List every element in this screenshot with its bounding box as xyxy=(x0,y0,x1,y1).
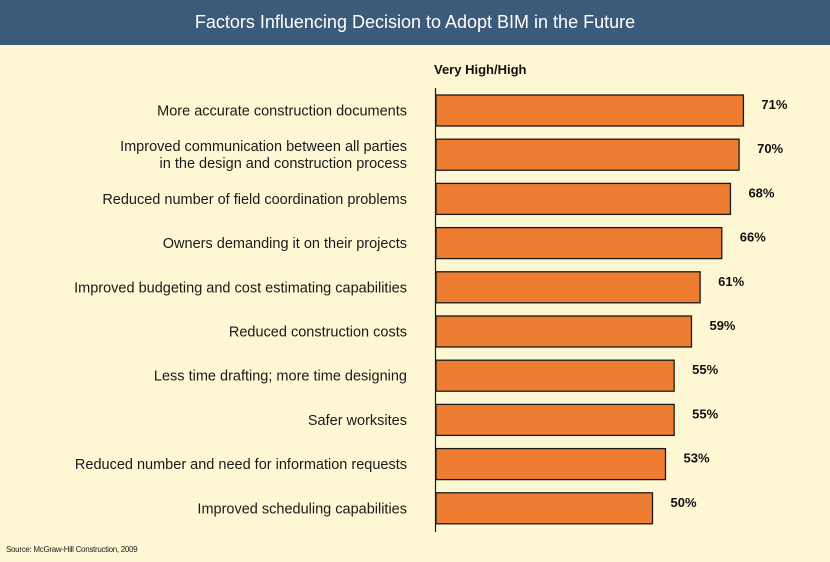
value-label: 50% xyxy=(671,495,697,510)
category-label: Reduced number and need for information … xyxy=(75,457,407,473)
category-label-line: More accurate construction documents xyxy=(157,104,407,120)
value-label: 55% xyxy=(692,362,718,377)
category-label-line: Owners demanding it on their projects xyxy=(163,236,407,252)
category-label: Reduced construction costs xyxy=(229,325,407,341)
bar xyxy=(435,492,654,525)
bar xyxy=(435,138,740,171)
value-label: 59% xyxy=(709,318,735,333)
category-label: More accurate construction documents xyxy=(157,104,407,120)
category-label-line: Reduced construction costs xyxy=(229,325,407,341)
bar xyxy=(435,359,675,392)
category-label-line: Improved communication between all parti… xyxy=(120,139,407,155)
chart-title: Factors Influencing Decision to Adopt BI… xyxy=(194,12,636,32)
series-label: Very High/High xyxy=(434,62,527,77)
category-label-line: Reduced number and need for information … xyxy=(75,457,407,473)
category-label: Improved scheduling capabilities xyxy=(197,501,407,517)
category-label: Reduced number of field coordination pro… xyxy=(102,192,407,208)
category-label-line: Less time drafting; more time designing xyxy=(154,369,407,385)
bar xyxy=(435,226,723,260)
value-label: 53% xyxy=(683,451,709,466)
category-label-line: Improved budgeting and cost estimating c… xyxy=(74,280,407,296)
category-label-line: Improved scheduling capabilities xyxy=(197,501,407,517)
value-label: 55% xyxy=(692,406,718,421)
category-label: Safer worksites xyxy=(308,413,407,429)
category-label-line: in the design and construction process xyxy=(160,156,407,172)
source-note: Source: McGraw-Hill Construction, 2009 xyxy=(6,545,138,554)
value-label: 70% xyxy=(757,141,783,156)
value-label: 71% xyxy=(761,97,787,112)
bar xyxy=(435,271,701,304)
category-label-line: Safer worksites xyxy=(308,413,407,429)
value-label: 66% xyxy=(740,230,766,245)
value-label: 68% xyxy=(748,185,774,200)
chart-marks: 71% More accurate construction documents 7… xyxy=(74,94,788,525)
bar xyxy=(435,182,732,216)
category-label: Less time drafting; more time designing xyxy=(154,369,407,385)
title-bar xyxy=(0,0,830,45)
category-label: Improved communication between all parti… xyxy=(120,139,407,172)
value-label: 61% xyxy=(718,274,744,289)
category-label: Owners demanding it on their projects xyxy=(163,236,407,252)
bar xyxy=(435,447,667,481)
bar xyxy=(435,315,693,348)
bar xyxy=(435,94,745,127)
bar xyxy=(435,403,675,437)
category-label: Improved budgeting and cost estimating c… xyxy=(74,280,407,296)
category-label-line: Reduced number of field coordination pro… xyxy=(102,192,407,208)
